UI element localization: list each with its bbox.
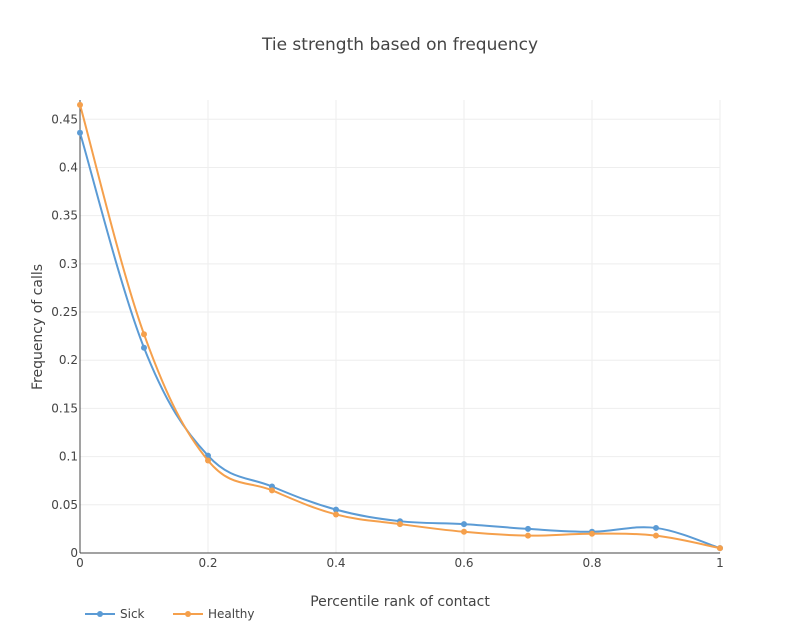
legend-item-sick: Sick (85, 607, 145, 621)
y-tick-label: 0.3 (59, 257, 78, 271)
data-point-healthy (269, 487, 275, 494)
y-tick-label: 0 (70, 546, 78, 560)
data-point-healthy (333, 511, 339, 518)
data-point-sick (333, 506, 339, 513)
data-point-healthy (141, 331, 147, 338)
x-tick-label: 0.8 (582, 556, 601, 570)
x-tick-label: 0.6 (454, 556, 473, 570)
legend-label-healthy: Healthy (208, 607, 255, 621)
data-point-healthy (525, 532, 531, 539)
data-point-sick (525, 525, 531, 532)
y-axis-title: Frequency of calls (30, 264, 46, 390)
plot-area (77, 101, 723, 552)
y-tick-label: 0.35 (51, 209, 78, 223)
data-point-sick (141, 344, 147, 351)
y-tick-label: 0.45 (51, 112, 78, 126)
data-point-healthy (205, 457, 211, 464)
y-tick-label: 0.05 (51, 498, 78, 512)
data-point-sick (653, 524, 659, 531)
legend-marker-sick (97, 611, 103, 617)
data-point-healthy (397, 521, 403, 528)
x-tick-label: 0.2 (198, 556, 217, 570)
axes (79, 100, 720, 554)
series-line-sick (79, 132, 721, 550)
legend-item-healthy: Healthy (173, 607, 255, 621)
y-tick-label: 0.1 (59, 450, 78, 464)
legend: Sick Healthy (85, 607, 255, 621)
legend-marker-healthy (185, 611, 191, 617)
x-tick-label: 1 (716, 556, 724, 570)
data-point-healthy (589, 530, 595, 537)
y-tick-label: 0.15 (51, 401, 78, 415)
data-point-healthy (653, 532, 659, 539)
tick-labels: 0 0.2 0.4 0.6 0.8 1 0 0.05 0.1 0.15 0.2 0.25 0.3 0.35… (51, 112, 724, 570)
x-tick-label: 0.4 (326, 556, 345, 570)
y-tick-label: 0.25 (51, 305, 78, 319)
x-axis-title: Percentile rank of contact (310, 594, 490, 610)
y-tick-label: 0.4 (59, 160, 78, 174)
data-point-healthy (461, 528, 467, 535)
x-tick-label: 0 (76, 556, 84, 570)
grid (80, 100, 721, 553)
y-tick-label: 0.2 (59, 353, 78, 367)
series-healthy (77, 101, 723, 552)
series-line-healthy (79, 104, 721, 550)
data-point-healthy (717, 545, 723, 552)
data-point-sick (461, 521, 467, 528)
data-point-healthy (77, 101, 83, 108)
data-point-sick (77, 129, 83, 136)
legend-label-sick: Sick (120, 607, 145, 621)
chart-title: Tie strength based on frequency (261, 35, 538, 55)
